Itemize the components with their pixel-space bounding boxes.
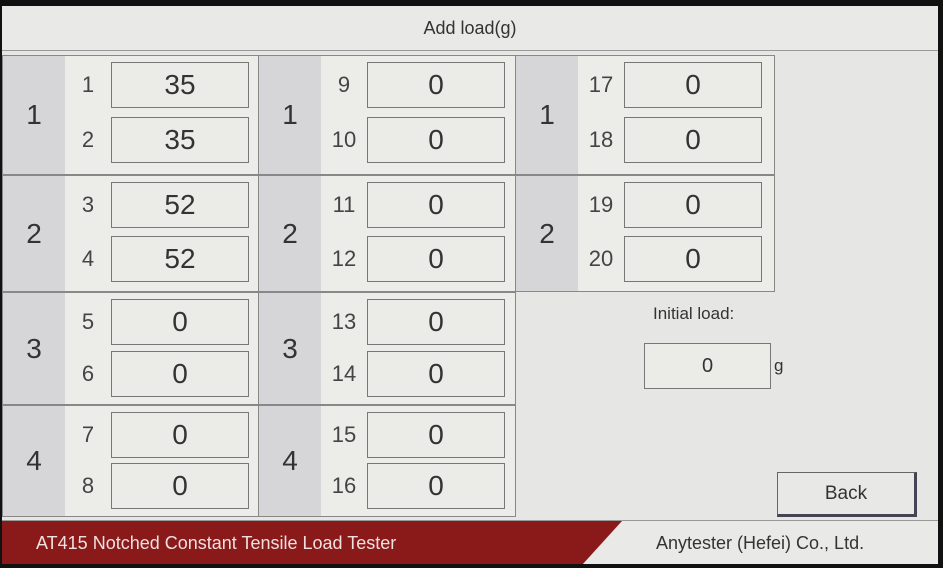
channel-number: 15 (331, 422, 357, 447)
channel-number: 2 (81, 127, 95, 152)
load-input[interactable]: 0 (367, 235, 505, 282)
initial-load-unit: g (774, 356, 784, 375)
load-input[interactable]: 0 (624, 182, 762, 228)
channel-number: 18 (588, 127, 614, 152)
load-input[interactable]: 0 (111, 412, 249, 458)
channel-number: 19 (588, 192, 614, 217)
load-input[interactable]: 0 (367, 299, 505, 345)
load-input[interactable]: 0 (367, 463, 505, 509)
load-input[interactable]: 0 (367, 412, 505, 458)
channel-number: 10 (331, 127, 357, 152)
channel-group: 4 15 0 16 0 (258, 405, 516, 517)
group-label: 2 (516, 176, 578, 291)
load-input[interactable]: 0 (367, 182, 505, 228)
channel-number: 16 (331, 473, 357, 498)
load-input[interactable]: 0 (111, 350, 249, 397)
load-input[interactable]: 0 (111, 463, 249, 509)
channel-number: 4 (81, 245, 95, 271)
channel-number: 9 (337, 72, 351, 97)
group-label: 2 (259, 176, 321, 291)
channel-number: 5 (81, 309, 95, 334)
group-label: 1 (259, 56, 321, 174)
channel-number: 1 (81, 72, 95, 97)
back-button[interactable]: Back (777, 472, 917, 517)
load-input[interactable]: 0 (624, 117, 762, 163)
channel-group: 2 19 0 20 0 (515, 175, 775, 292)
channel-number: 17 (588, 72, 614, 97)
group-label: 1 (3, 56, 65, 174)
company-name: Anytester (Hefei) Co., Ltd. (656, 533, 865, 553)
channel-number: 11 (332, 192, 356, 217)
group-label: 4 (3, 406, 65, 516)
channel-number: 13 (331, 309, 357, 334)
channel-number: 7 (81, 422, 95, 447)
channel-group: 1 17 0 18 0 (515, 55, 775, 175)
load-input[interactable]: 52 (111, 235, 249, 282)
footer: AT415 Notched Constant Tensile Load Test… (2, 520, 938, 564)
load-input[interactable]: 0 (624, 62, 762, 108)
channel-group: 3 13 0 14 0 (258, 292, 516, 405)
load-input[interactable]: 35 (111, 62, 249, 108)
load-input[interactable]: 0 (367, 350, 505, 397)
load-input[interactable]: 35 (111, 117, 249, 163)
channel-group: 1 1 35 2 35 (2, 55, 260, 175)
group-label: 4 (259, 406, 321, 516)
channel-number: 20 (588, 245, 614, 271)
load-input[interactable]: 0 (624, 235, 762, 282)
screen: Add load(g) 1 1 35 2 35 2 3 52 4 52 3 5 0 6 0 4 7 0 8 0 1 9 0 1… (2, 6, 938, 564)
group-label: 1 (516, 56, 578, 174)
channel-number: 6 (81, 360, 95, 386)
channel-group: 2 3 52 4 52 (2, 175, 260, 292)
initial-load-input[interactable]: 0 (644, 343, 771, 389)
load-input[interactable]: 0 (111, 299, 249, 345)
load-input[interactable]: 0 (367, 117, 505, 163)
initial-load-label: Initial load: (653, 304, 735, 323)
channel-group: 2 11 0 12 0 (258, 175, 516, 292)
channel-group: 1 9 0 10 0 (258, 55, 516, 175)
channel-number: 8 (81, 473, 95, 498)
group-label: 2 (3, 176, 65, 291)
group-label: 3 (3, 293, 65, 404)
page-title: Add load(g) (2, 6, 938, 51)
load-input[interactable]: 0 (367, 62, 505, 108)
channel-number: 12 (331, 245, 357, 271)
product-name: AT415 Notched Constant Tensile Load Test… (36, 533, 397, 553)
channel-number: 14 (331, 360, 357, 386)
channel-number: 3 (81, 192, 95, 217)
group-label: 3 (259, 293, 321, 404)
load-input[interactable]: 52 (111, 182, 249, 228)
footer-accent (2, 521, 622, 564)
